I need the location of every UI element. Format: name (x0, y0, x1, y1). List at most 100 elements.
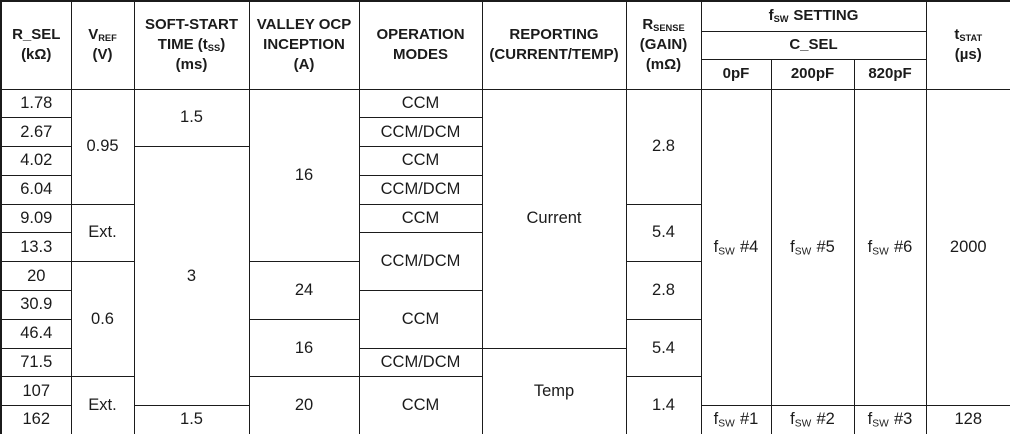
cell-r-sel: 9.09 (0, 203, 72, 234)
soft-start-line1: SOFT-START (144, 15, 239, 33)
v-ref-main: V (88, 26, 99, 43)
header-c-sel: C_SEL (700, 30, 927, 60)
cell-op-mode: CCM (358, 376, 483, 434)
fsw-subscript: SW (794, 418, 812, 430)
cell-valley-ocp: 16 (248, 88, 360, 263)
v-ref-symbol: VREF (74, 25, 132, 45)
r-sense-subscript: SENSE (653, 22, 685, 33)
cell-op-mode: CCM/DCM (358, 174, 483, 205)
fsw-subscript: SW (718, 418, 735, 430)
header-r-sel: R_SEL (kΩ) (0, 0, 72, 90)
soft-start-line2: TIME (tSS) (137, 35, 247, 55)
table-row: 46.4 16 5.4 (0, 318, 1010, 378)
header-c-sel-820pf: 820pF (853, 58, 927, 90)
table-row: 162 1.5 fSW #1 fSW #2 fSW #3 128 (0, 405, 1010, 434)
v-ref-unit: (V) (92, 46, 113, 64)
cell-fsw-820pf: fSW #3 (853, 405, 927, 434)
cell-op-mode: CCM/DCM (358, 347, 483, 378)
cell-soft-start: 1.5 (133, 88, 250, 148)
fsw-number: #5 (816, 237, 835, 256)
fsw-symbol: f (713, 237, 719, 256)
reporting-line2: (CURRENT/TEMP) (489, 46, 619, 64)
fsw-subscript: SW (794, 246, 812, 258)
cell-v-ref: Ext. (70, 376, 135, 434)
fsw-symbol: f (713, 410, 719, 429)
header-c-sel-200pf: 200pF (770, 58, 855, 90)
header-r-sense: RSENSE (GAIN) (mΩ) (625, 0, 702, 90)
r-sense-main: R (642, 15, 654, 33)
fsw-number: #6 (893, 237, 913, 256)
cell-valley-ocp: 20 (248, 376, 360, 434)
cell-fsw-200pf: fSW #5 (770, 88, 855, 407)
cell-r-sel: 20 (0, 261, 72, 292)
cell-fsw-820pf: fSW #6 (853, 88, 927, 407)
soft-start-pre: TIME (t (157, 36, 208, 54)
cell-fsw-0pf: fSW #1 (700, 405, 772, 434)
fsw-subscript: SW (872, 418, 889, 430)
cell-valley-ocp: 24 (248, 261, 360, 320)
fsw-number: #3 (893, 410, 913, 429)
fsw-symbol: f (867, 410, 873, 429)
op-modes-line1: OPERATION (376, 26, 465, 43)
header-valley-ocp: VALLEY OCP INCEPTION (A) (248, 0, 360, 90)
cell-fsw-0pf: fSW #4 (700, 88, 772, 407)
cell-r-sel: 71.5 (0, 347, 72, 378)
cell-op-mode: CCM (358, 146, 483, 176)
cell-fsw-200pf: fSW #2 (770, 405, 855, 434)
header-reporting: REPORTING (CURRENT/TEMP) (481, 0, 627, 90)
header-operation-modes: OPERATION MODES (358, 0, 483, 90)
fsw-number: #2 (816, 410, 835, 429)
cell-valley-ocp: 16 (248, 318, 360, 378)
table-row: 2.67 CCM/DCM (0, 117, 1010, 148)
header-fsw-setting: fSW SETTING (700, 0, 927, 32)
t-stat-main: t (954, 26, 960, 43)
cell-r-sel: 162 (0, 405, 72, 434)
fsw-symbol: f (790, 237, 795, 256)
fsw-symbol: f (790, 410, 795, 429)
r-sense-symbol: RSENSE (629, 15, 699, 35)
soft-start-unit: (ms) (175, 56, 208, 74)
fsw-symbol: f (867, 237, 873, 256)
op-modes-line2: MODES (392, 46, 448, 64)
table-row: 20 0.6 24 2.8 (0, 261, 1010, 378)
cell-r-sense: 2.8 (625, 88, 702, 205)
tss-subscript: SS (207, 43, 221, 54)
cell-op-mode: CCM (358, 88, 483, 119)
cell-soft-start: 3 (133, 146, 250, 407)
cell-r-sel: 2.67 (0, 117, 72, 148)
cell-r-sense: 1.4 (625, 376, 702, 434)
cell-t-stat: 128 (925, 405, 1010, 434)
cell-v-ref: 0.95 (70, 88, 135, 205)
reporting-line1: REPORTING (509, 26, 599, 43)
cell-r-sel: 6.04 (0, 174, 72, 205)
table-body: 1.78 0.95 1.5 16 CCM Current 2.8 fSW #4 f… (0, 88, 1010, 434)
table-row: 107 Ext. 20 CCM 1.4 (0, 376, 1010, 434)
cell-r-sense: 5.4 (625, 318, 702, 378)
header-t-stat: tSTAT (µs) (925, 0, 1010, 90)
cell-v-ref: Ext. (70, 203, 135, 263)
fsw-number: #1 (739, 410, 759, 429)
v-ref-subscript: REF (98, 33, 117, 44)
cell-reporting: Current (481, 88, 627, 349)
table-header: R_SEL (kΩ) VREF (V) SOFT-START TIME (tSS… (0, 0, 1010, 90)
table-row: 71.5 CCM/DCM Temp (0, 347, 1010, 434)
cell-r-sel: 1.78 (0, 88, 72, 119)
fsw-subscript: SW (718, 246, 735, 258)
cell-r-sel: 4.02 (0, 146, 72, 176)
r-sense-gain: (GAIN) (639, 36, 688, 54)
cell-op-mode: CCM/DCM (358, 117, 483, 148)
r-sense-unit: (mΩ) (645, 56, 682, 74)
soft-start-post: ) (220, 36, 226, 54)
cell-r-sel: 46.4 (0, 318, 72, 349)
cell-soft-start: 1.5 (133, 405, 250, 434)
header-c-sel-0pf: 0pF (700, 58, 772, 90)
table-row: 9.09 Ext. CCM 5.4 (0, 203, 1010, 263)
cell-op-mode: CCM (358, 203, 483, 234)
r-sel-symbol: R_SEL (12, 26, 61, 43)
cell-r-sel: 30.9 (0, 290, 72, 320)
cell-op-mode: CCM/DCM (358, 232, 483, 292)
table-row: 6.04 CCM/DCM (0, 174, 1010, 205)
fsw-symbol: f (768, 7, 774, 25)
